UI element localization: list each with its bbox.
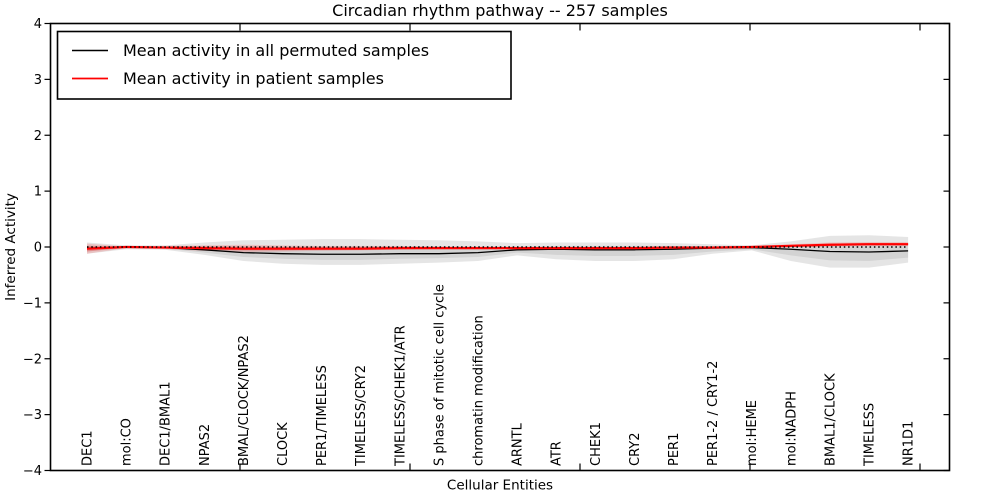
legend-label-patient: Mean activity in patient samples bbox=[123, 69, 384, 88]
x-category-label: TIMELESS/CHEK1/ATR bbox=[393, 325, 408, 467]
legend-label-permuted: Mean activity in all permuted samples bbox=[123, 41, 429, 60]
y-tick-label: −2 bbox=[23, 352, 42, 367]
x-category-label: S phase of mitotic cell cycle bbox=[432, 284, 447, 466]
x-category-label: TIMELESS/CRY2 bbox=[354, 365, 369, 467]
x-category-label: NPAS2 bbox=[198, 424, 213, 466]
x-category-label: ARNTL bbox=[511, 422, 526, 466]
legend-entry-permuted: Mean activity in all permuted samples bbox=[72, 41, 429, 60]
x-category-label: DEC1/BMAL1 bbox=[159, 382, 174, 467]
chart-title: Circadian rhythm pathway -- 257 samples bbox=[332, 1, 668, 20]
mean-line-permuted bbox=[86, 246, 909, 255]
axes-spine-box bbox=[49, 22, 951, 472]
x-category-labels: DEC1 mol:CO DEC1/BMAL1 NPAS2 BMAL/CLOCK/NPAS… bbox=[81, 284, 917, 467]
x-category-label: mol:CO bbox=[120, 418, 135, 466]
x-category-label: chromatin modification bbox=[472, 315, 487, 466]
y-tick-label: −4 bbox=[23, 464, 42, 479]
y-tick-labels: 4 3 2 1 0 −1 −2 −3 −4 bbox=[23, 17, 42, 479]
x-category-label: PER1-2 / CRY1-2 bbox=[706, 361, 721, 466]
y-tick-label: 4 bbox=[34, 17, 42, 32]
y-tick-label: 0 bbox=[34, 241, 42, 256]
x-category-label: PER1/TIMELESS bbox=[315, 365, 330, 466]
x-category-label: mol:HEME bbox=[745, 400, 760, 466]
legend: Mean activity in all permuted samples Me… bbox=[56, 30, 512, 100]
x-category-label: NR1D1 bbox=[902, 421, 917, 466]
x-axis-label: Cellular Entities bbox=[447, 478, 553, 494]
x-category-label: CHEK1 bbox=[589, 422, 604, 466]
y-tick-label: −1 bbox=[23, 296, 42, 311]
axis-ticks bbox=[44, 22, 950, 472]
x-category-label: BMAL/CLOCK/NPAS2 bbox=[237, 335, 252, 466]
y-tick-label: 1 bbox=[34, 185, 42, 200]
x-category-label: CRY2 bbox=[628, 433, 643, 467]
x-category-label: CLOCK bbox=[276, 422, 291, 466]
y-tick-label: 3 bbox=[34, 73, 42, 88]
y-axis-label: Inferred Activity bbox=[3, 193, 19, 301]
legend-box bbox=[56, 30, 512, 100]
x-category-label: PER1 bbox=[667, 433, 682, 466]
x-category-label: mol:NADPH bbox=[784, 391, 799, 466]
x-category-label: TIMELESS bbox=[863, 403, 878, 467]
x-category-label: ATR bbox=[550, 441, 565, 466]
x-category-label: BMAL1/CLOCK bbox=[823, 373, 838, 466]
x-category-label: DEC1 bbox=[81, 430, 96, 466]
y-tick-label: 2 bbox=[34, 129, 42, 144]
legend-entry-patient: Mean activity in patient samples bbox=[72, 69, 384, 88]
y-tick-label: −3 bbox=[23, 408, 42, 423]
